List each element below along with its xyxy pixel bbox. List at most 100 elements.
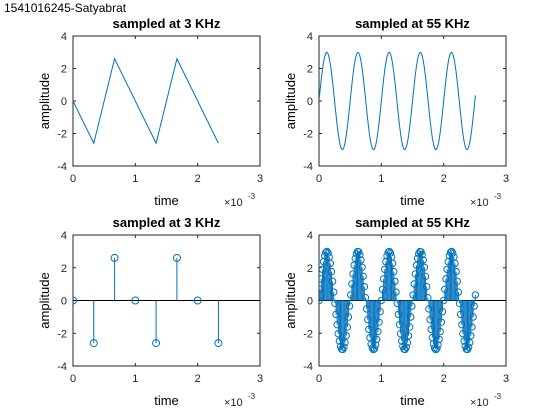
stem-marker xyxy=(438,307,447,316)
stem-marker xyxy=(469,313,477,321)
stem-marker xyxy=(370,344,379,353)
stem-marker xyxy=(345,302,354,310)
plot-area xyxy=(73,253,260,348)
stem-marker xyxy=(152,339,161,348)
stem-marker xyxy=(403,338,412,347)
stem-marker xyxy=(386,249,395,257)
x-axis-label: time xyxy=(154,393,179,408)
stem-marker xyxy=(435,335,443,344)
stem-marker xyxy=(432,345,440,354)
y-axis-label: amplitude xyxy=(37,73,52,129)
x-tick-label: 2 xyxy=(441,173,447,185)
x-tick-label: 3 xyxy=(503,173,509,185)
stem-marker xyxy=(89,339,98,348)
stem-marker xyxy=(343,323,352,331)
y-tick-label: -4 xyxy=(57,161,67,173)
stem-marker xyxy=(344,313,353,321)
x-tick-label: 0 xyxy=(70,373,76,385)
stem-marker xyxy=(422,282,431,291)
stem-marker xyxy=(356,251,364,259)
series-line xyxy=(73,57,219,145)
plot-area xyxy=(319,247,506,354)
y-tick-label: 4 xyxy=(61,31,67,43)
subplot-title: sampled at 3 KHz xyxy=(113,215,221,230)
y-tick-label: 2 xyxy=(61,64,67,76)
stem-marker xyxy=(402,343,410,351)
stem-marker xyxy=(373,335,381,344)
x-tick-label: 0 xyxy=(70,173,76,185)
x-tick-label: 2 xyxy=(441,373,447,385)
stem-marker xyxy=(359,272,367,281)
x-tick-label: 1 xyxy=(378,173,384,185)
y-tick-label: -4 xyxy=(303,361,313,373)
stem-marker xyxy=(404,332,413,340)
x-tick-label: 2 xyxy=(195,373,201,385)
stem-marker xyxy=(340,343,348,351)
x-exponent-power: -3 xyxy=(248,392,256,401)
stem-marker xyxy=(375,318,383,326)
x-tick-label: 0 xyxy=(316,173,322,185)
stem-marker xyxy=(419,256,427,264)
stem-marker xyxy=(357,256,365,264)
y-tick-label: 4 xyxy=(307,230,313,242)
stem-marker xyxy=(424,293,432,302)
x-exponent-label: ×10 xyxy=(470,397,489,409)
stem-marker xyxy=(408,302,416,310)
stem-marker xyxy=(324,249,332,257)
stem-marker xyxy=(418,251,426,259)
stem-marker xyxy=(110,253,119,262)
stem-marker xyxy=(328,277,337,286)
x-exponent-label: ×10 xyxy=(470,197,489,209)
y-tick-label: 2 xyxy=(61,263,67,275)
x-tick-label: 1 xyxy=(132,173,138,185)
stem-marker xyxy=(433,344,441,353)
plot-area xyxy=(73,57,219,145)
subplot-3: 0 1 2 3 -4 -2 0 2 4 sampled at 3 KHz time amplitude… xyxy=(37,215,263,409)
stem-marker xyxy=(360,282,369,291)
stem-marker xyxy=(453,277,461,286)
y-tick-label: 4 xyxy=(307,31,313,43)
stem-marker xyxy=(361,293,370,302)
stem-marker xyxy=(369,345,378,354)
stem-marker xyxy=(388,259,397,268)
stem-marker xyxy=(392,288,400,296)
x-axis-label: time xyxy=(400,393,425,408)
x-tick-label: 2 xyxy=(195,173,201,185)
y-axis-label: amplitude xyxy=(283,272,298,328)
y-tick-label: -4 xyxy=(57,361,67,373)
subplot-title: sampled at 55 KHz xyxy=(355,16,470,31)
y-tick-label: -2 xyxy=(303,328,313,340)
stem-marker xyxy=(467,332,475,340)
stem-marker xyxy=(376,307,384,316)
plot-area xyxy=(319,51,476,151)
stem-marker xyxy=(172,253,181,262)
y-tick-label: -4 xyxy=(303,161,313,173)
stem-marker xyxy=(341,338,349,347)
stem-marker xyxy=(420,263,429,271)
x-tick-label: 1 xyxy=(378,373,384,385)
stem-marker xyxy=(330,288,338,296)
y-axis-label: amplitude xyxy=(37,272,52,328)
y-tick-label: 0 xyxy=(61,296,67,308)
stem-marker xyxy=(358,263,366,271)
x-tick-label: 3 xyxy=(257,173,263,185)
stem-marker xyxy=(452,267,460,276)
stem-marker xyxy=(193,296,202,305)
stem-marker xyxy=(73,296,77,305)
stem-marker xyxy=(470,302,478,310)
y-tick-label: 0 xyxy=(307,296,313,308)
stem-marker xyxy=(437,318,446,326)
x-tick-label: 3 xyxy=(257,373,263,385)
x-exponent-power: -3 xyxy=(494,192,502,201)
x-exponent-label: ×10 xyxy=(224,397,243,409)
subplot-title: sampled at 55 KHz xyxy=(355,215,470,230)
y-tick-label: 4 xyxy=(61,230,67,242)
stem-marker xyxy=(471,291,480,299)
stem-marker xyxy=(468,323,476,331)
y-tick-label: -2 xyxy=(57,129,67,141)
y-tick-label: 2 xyxy=(307,263,313,275)
y-tick-label: 0 xyxy=(307,96,313,108)
stem-marker xyxy=(214,339,223,348)
y-tick-label: 0 xyxy=(61,96,67,108)
